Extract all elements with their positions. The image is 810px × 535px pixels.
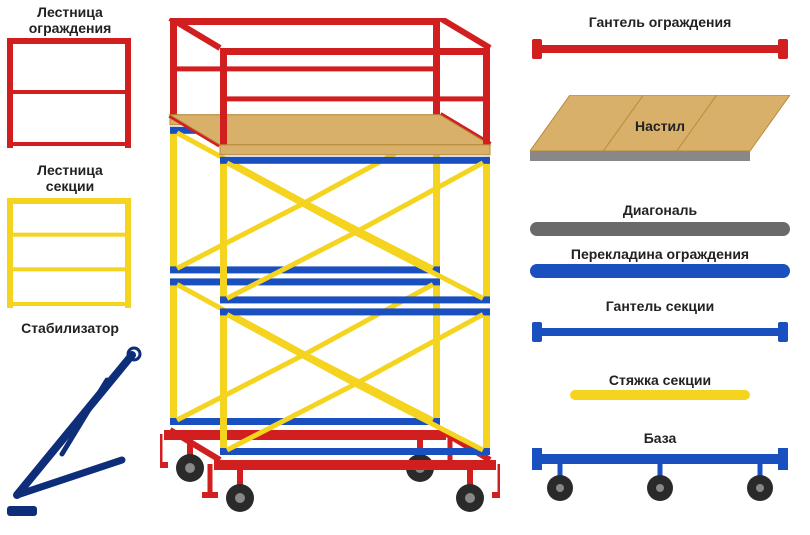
label-stabilizer: Стабилизатор [10, 320, 130, 336]
label-base: База [530, 430, 790, 446]
label-section-tie: Стяжка секции [530, 372, 790, 388]
label-guard-dumbbell: Гантель ограждения [530, 14, 790, 30]
label-section-dumbbell: Гантель секции [530, 298, 790, 314]
label-guard-ladder: Лестница ограждения [20, 4, 120, 36]
label-section-ladder: Лестница секции [20, 162, 120, 194]
part-section-tie [570, 390, 750, 400]
label-diagonal: Диагональ [530, 202, 790, 218]
tower-assembly [160, 18, 500, 528]
part-guard-ladder [5, 38, 133, 148]
part-guard-dumbbell [530, 35, 790, 63]
part-diagonal [530, 222, 790, 236]
label-guard-crossbar: Перекладина ограждения [530, 246, 790, 262]
part-guard-crossbar [530, 264, 790, 278]
part-base [530, 448, 790, 508]
label-deck: Настил [530, 118, 790, 134]
part-section-ladder [5, 198, 133, 308]
part-stabilizer [2, 340, 152, 520]
part-section-dumbbell [530, 318, 790, 346]
